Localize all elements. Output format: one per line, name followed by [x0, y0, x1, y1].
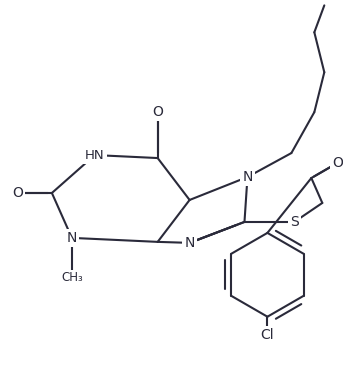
Text: O: O	[152, 105, 163, 119]
Text: O: O	[332, 156, 343, 170]
Text: N: N	[67, 231, 77, 245]
Text: N: N	[185, 236, 195, 250]
Text: HN: HN	[85, 149, 105, 161]
Text: N: N	[242, 170, 253, 184]
Text: S: S	[290, 215, 299, 229]
Text: Cl: Cl	[261, 328, 274, 342]
Text: O: O	[13, 186, 23, 200]
Text: CH₃: CH₃	[61, 271, 83, 284]
